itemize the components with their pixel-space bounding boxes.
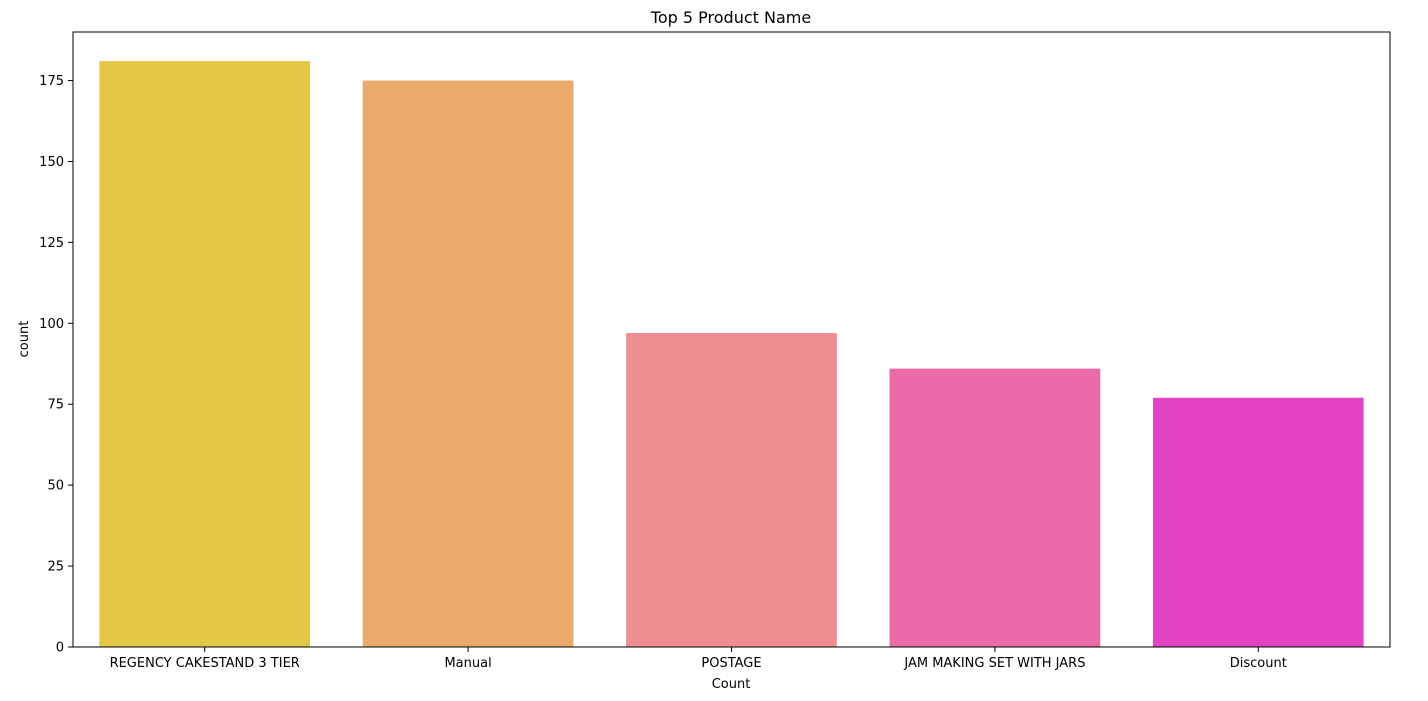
x-tick-label: REGENCY CAKESTAND 3 TIER bbox=[110, 656, 300, 671]
x-tick-label: Discount bbox=[1230, 656, 1287, 671]
y-tick-label: 150 bbox=[39, 155, 64, 170]
bar bbox=[99, 61, 311, 647]
x-tick-label: Manual bbox=[444, 656, 491, 671]
bar bbox=[626, 333, 837, 647]
y-tick-label: 75 bbox=[47, 398, 64, 413]
y-tick-label: 0 bbox=[56, 641, 64, 656]
bar bbox=[889, 368, 1101, 647]
plot-frame bbox=[72, 31, 1391, 648]
chart-title: Top 5 Product Name bbox=[650, 8, 811, 27]
y-tick-label: 25 bbox=[47, 560, 64, 575]
x-axis-label: Count bbox=[712, 677, 751, 692]
y-axis-ticks: 0 25 50 75 100 125 150 175 bbox=[39, 74, 73, 656]
x-axis-ticks: REGENCY CAKESTAND 3 TIER Manual POSTAGE JAM… bbox=[110, 647, 1287, 671]
y-tick-label: 50 bbox=[47, 479, 64, 494]
y-axis-label: count bbox=[17, 321, 32, 358]
bar bbox=[1152, 397, 1364, 647]
y-tick-label: 175 bbox=[39, 74, 64, 89]
y-tick-label: 125 bbox=[39, 236, 64, 251]
bars-group bbox=[99, 61, 1364, 648]
x-tick-label: JAM MAKING SET WITH JARS bbox=[903, 656, 1085, 671]
y-tick-label: 100 bbox=[39, 317, 64, 332]
x-tick-label: POSTAGE bbox=[701, 656, 761, 671]
bar bbox=[362, 80, 574, 648]
